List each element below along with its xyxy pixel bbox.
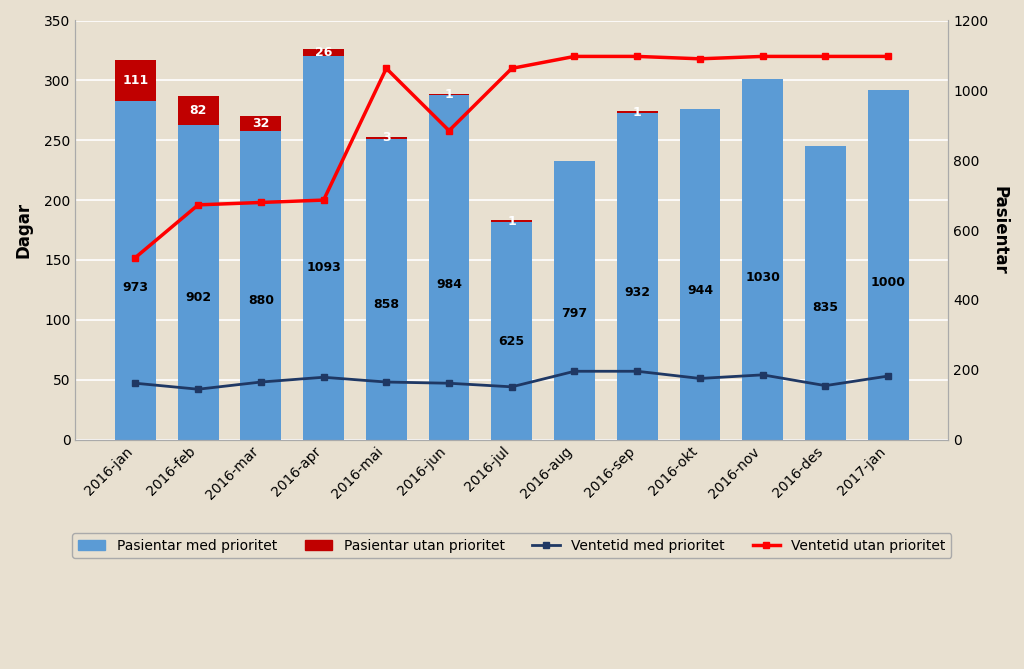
Bar: [303, 56, 344, 440]
Text: 1093: 1093: [306, 261, 341, 274]
Text: 932: 932: [625, 286, 650, 299]
Bar: [303, 50, 344, 56]
Bar: [366, 139, 407, 440]
Text: 835: 835: [812, 301, 839, 314]
Text: 1: 1: [444, 88, 454, 100]
Y-axis label: Dagar: Dagar: [15, 202, 33, 258]
Bar: [680, 109, 720, 440]
Text: 797: 797: [561, 308, 588, 320]
Legend: Pasientar med prioritet, Pasientar utan prioritet, Ventetid med prioritet, Vente: Pasientar med prioritet, Pasientar utan …: [72, 533, 951, 558]
Bar: [178, 96, 218, 124]
Bar: [742, 79, 783, 440]
Text: 111: 111: [122, 74, 148, 87]
Bar: [115, 60, 156, 101]
Bar: [867, 90, 908, 440]
Text: 26: 26: [315, 46, 332, 60]
Bar: [115, 101, 156, 440]
Bar: [429, 95, 469, 440]
Text: 1030: 1030: [745, 271, 780, 284]
Y-axis label: Pasientar: Pasientar: [991, 185, 1009, 274]
Text: 1: 1: [507, 215, 516, 227]
Text: 32: 32: [252, 117, 269, 130]
Bar: [492, 220, 532, 221]
Bar: [178, 124, 218, 440]
Bar: [616, 112, 657, 440]
Bar: [805, 147, 846, 440]
Text: 3: 3: [382, 131, 390, 145]
Text: 625: 625: [499, 335, 525, 348]
Bar: [241, 130, 282, 440]
Text: 984: 984: [436, 278, 462, 291]
Text: 1: 1: [633, 106, 642, 118]
Bar: [366, 136, 407, 139]
Text: 858: 858: [374, 298, 399, 311]
Text: 902: 902: [185, 291, 211, 304]
Bar: [241, 116, 282, 130]
Text: 82: 82: [189, 104, 207, 117]
Text: 1000: 1000: [870, 276, 905, 289]
Bar: [492, 221, 532, 440]
Text: 880: 880: [248, 294, 273, 307]
Bar: [554, 161, 595, 440]
Text: 973: 973: [123, 280, 148, 294]
Text: 944: 944: [687, 284, 713, 297]
Bar: [429, 94, 469, 95]
